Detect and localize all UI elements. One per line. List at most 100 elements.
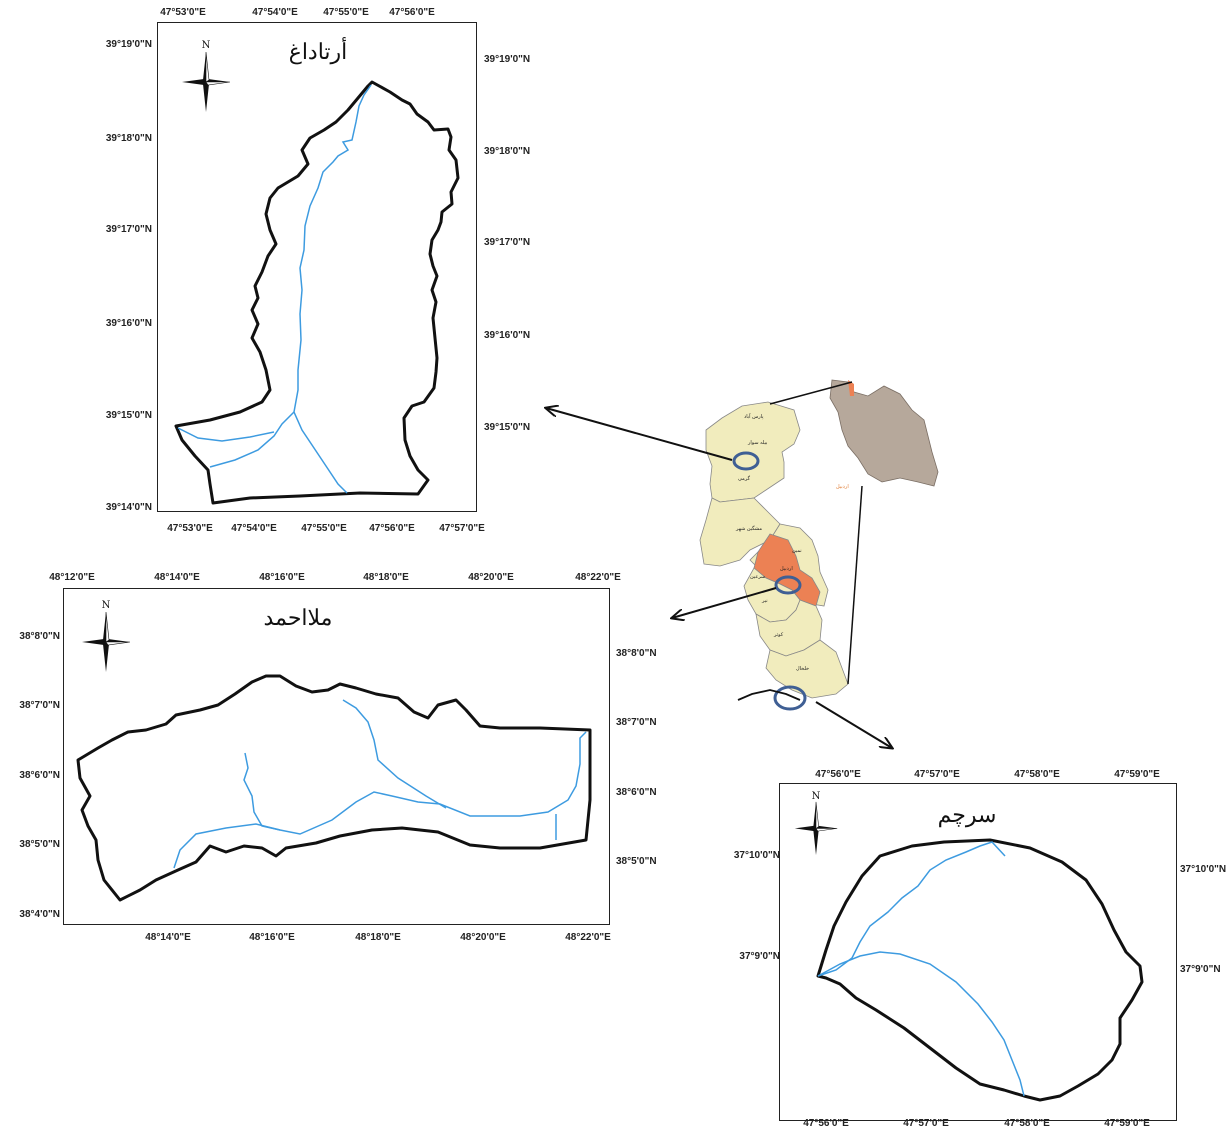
mollaahmad-x-tick-bottom: 48°20'0"E: [460, 932, 506, 943]
arrow-to-sarcham: [815, 701, 892, 748]
sarcham-x-tick-top: 47°56'0"E: [815, 769, 861, 780]
mollaahmad-x-tick-top: 48°14'0"E: [154, 572, 200, 583]
compass-icon: [82, 611, 131, 672]
mollaahmad-x-tick-bottom: 48°16'0"E: [249, 932, 295, 943]
county-label: پارس آباد: [744, 414, 764, 420]
north-label: N: [811, 791, 821, 802]
mollaahmad-x-tick-top: 48°20'0"E: [468, 572, 514, 583]
iran-map: [829, 379, 939, 487]
mollaahmad-x-tick-bottom: 48°22'0"E: [565, 932, 611, 943]
mollaahmad-title: ملااحمد: [263, 606, 333, 631]
sarcham-title: سرچم: [937, 803, 997, 828]
county-label: بیله سوار: [748, 440, 768, 446]
sarcham-x-tick-top: 47°59'0"E: [1114, 769, 1160, 780]
north-label: N: [101, 600, 111, 611]
artadagh-north-arrow: N: [180, 40, 232, 112]
mollaahmad-x-tick-top: 48°16'0"E: [259, 572, 305, 583]
sarcham-x-tick-bottom: 47°57'0"E: [903, 1118, 949, 1129]
compass-icon: [794, 801, 838, 855]
artadagh-x-tick-top: 47°55'0"E: [323, 7, 369, 18]
artadagh-y-tick-right: 39°19'0"N: [484, 54, 531, 65]
sarcham-x-tick-bottom: 47°56'0"E: [803, 1118, 849, 1129]
artadagh-main-river: [293, 84, 372, 494]
artadagh-y-tick-left: 39°14'0"N: [105, 502, 152, 513]
artadagh-y-tick-left: 39°19'0"N: [105, 39, 152, 50]
sarcham-x-tick-top: 47°58'0"E: [1014, 769, 1060, 780]
sarcham-y-tick-left: 37°10'0"N: [733, 850, 780, 861]
artadagh-x-tick-top: 47°53'0"E: [160, 7, 206, 18]
county-label: نمین: [792, 548, 802, 554]
mollaahmad-north-arrow: N: [80, 600, 132, 672]
county-label: خلخال: [796, 666, 810, 672]
artadagh-y-tick-left: 39°15'0"N: [105, 410, 152, 421]
artadagh-x-tick-top: 47°56'0"E: [389, 7, 435, 18]
county-label: کوثر: [774, 632, 784, 638]
sarcham-y-tick-left: 37°9'0"N: [739, 951, 780, 962]
artadagh-tributary: [177, 427, 275, 442]
county-label: گرمی: [738, 476, 750, 482]
mollaahmad-y-tick-right: 38°5'0"N: [616, 856, 657, 867]
artadagh-y-tick-right: 39°18'0"N: [484, 146, 531, 157]
artadagh-x-tick-bottom: 47°57'0"E: [439, 523, 485, 534]
sarcham-watershed-boundary: [816, 838, 1144, 1102]
sarcham-y-tick-right: 37°9'0"N: [1180, 964, 1221, 975]
province-outline: [705, 401, 801, 503]
mollaahmad-map-frame: [63, 588, 610, 925]
mollaahmad-y-tick-right: 38°8'0"N: [616, 648, 657, 659]
sarcham-x-tick-top: 47°57'0"E: [914, 769, 960, 780]
artadagh-tributary: [209, 411, 295, 468]
mollaahmad-x-tick-top: 48°22'0"E: [575, 572, 621, 583]
mollaahmad-y-tick-left: 38°8'0"N: [19, 631, 60, 642]
province-outline: [699, 497, 781, 567]
mollaahmad-location-marker: [774, 575, 802, 595]
sarcham-tributary: [817, 951, 1025, 1097]
county-label: اردبیل: [780, 566, 793, 572]
mollaahmad-y-tick-right: 38°7'0"N: [616, 717, 657, 728]
county-label: مشگین شهر: [736, 526, 763, 532]
inset-connector-line: [769, 381, 853, 405]
artadagh-y-tick-left: 39°17'0"N: [105, 224, 152, 235]
artadagh-location-marker: [732, 451, 760, 471]
artadagh-x-tick-bottom: 47°56'0"E: [369, 523, 415, 534]
mollaahmad-x-tick-bottom: 48°18'0"E: [355, 932, 401, 943]
artadagh-x-tick-top: 47°54'0"E: [252, 7, 298, 18]
mollaahmad-tributary: [243, 752, 281, 831]
compass-icon: [182, 51, 231, 112]
artadagh-watershed-boundary: [174, 80, 460, 505]
mollaahmad-x-tick-top: 48°18'0"E: [363, 572, 409, 583]
county-label: نیر: [762, 598, 768, 604]
mollaahmad-x-tick-bottom: 48°14'0"E: [145, 932, 191, 943]
artadagh-y-tick-left: 39°18'0"N: [105, 133, 152, 144]
sarcham-x-tick-bottom: 47°58'0"E: [1004, 1118, 1050, 1129]
mollaahmad-y-tick-left: 38°5'0"N: [19, 839, 60, 850]
artadagh-x-tick-bottom: 47°54'0"E: [231, 523, 277, 534]
sarcham-y-tick-right: 37°10'0"N: [1180, 864, 1227, 875]
mollaahmad-y-tick-right: 38°6'0"N: [616, 787, 657, 798]
artadagh-x-tick-bottom: 47°53'0"E: [167, 523, 213, 534]
artadagh-y-tick-right: 39°17'0"N: [484, 237, 531, 248]
sarcham-x-tick-bottom: 47°59'0"E: [1104, 1118, 1150, 1129]
iran-ardabil-label: اردبیل: [836, 484, 849, 490]
county-label: سرعین: [750, 574, 766, 580]
inset-connector-line: [847, 485, 863, 685]
artadagh-y-tick-right: 39°16'0"N: [484, 330, 531, 341]
arrow-to-mollaahmad: [672, 587, 777, 618]
sarcham-north-arrow: N: [793, 791, 839, 855]
artadagh-title: أرتاداغ: [288, 40, 348, 65]
sarcham-location-marker: [773, 685, 807, 711]
mollaahmad-main-river: [173, 731, 587, 869]
mollaahmad-watershed-boundary: [76, 674, 592, 902]
artadagh-map-frame: [157, 22, 477, 512]
mollaahmad-y-tick-left: 38°7'0"N: [19, 700, 60, 711]
mollaahmad-x-tick-top: 48°12'0"E: [49, 572, 95, 583]
iran-ardabil-highlight: [848, 380, 854, 396]
mollaahmad-tributary: [342, 699, 447, 809]
mollaahmad-y-tick-left: 38°4'0"N: [19, 909, 60, 920]
north-label: N: [201, 40, 211, 51]
mollaahmad-y-tick-left: 38°6'0"N: [19, 770, 60, 781]
arrow-to-artadagh: [546, 408, 733, 461]
artadagh-y-tick-left: 39°16'0"N: [105, 318, 152, 329]
sarcham-main-river: [817, 841, 1006, 977]
boundary-stroke: [737, 689, 801, 701]
